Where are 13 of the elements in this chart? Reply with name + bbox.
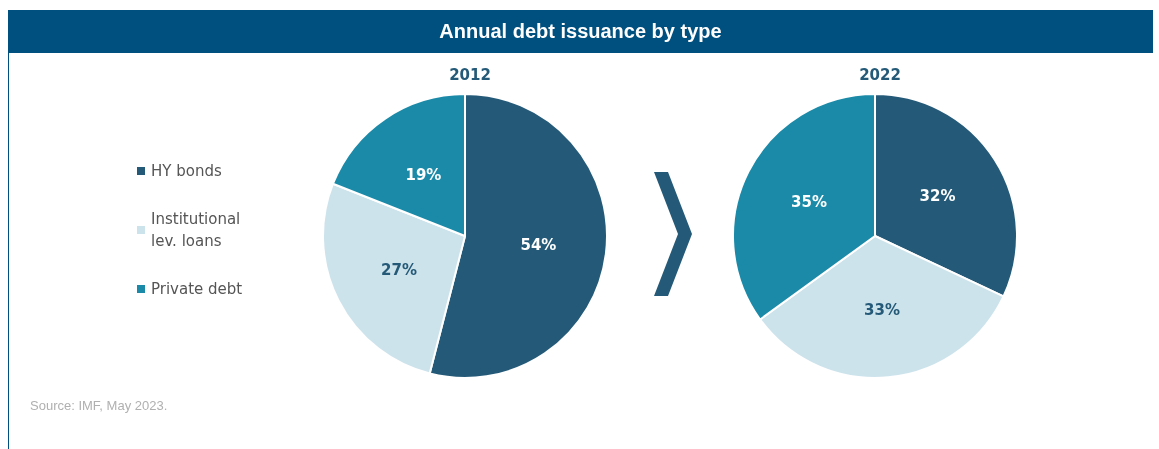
chart-title: 2012 [449, 65, 491, 84]
chart-title: 2022 [859, 65, 901, 84]
legend-label: HY bonds [151, 162, 222, 180]
legend-label: Institutional lev. loans [151, 210, 246, 250]
text: Annual debt issuance by type [8, 10, 1153, 53]
source-note: Source: IMF, May 2023. [30, 398, 168, 413]
data-label: 32% [919, 187, 956, 206]
data-label: 27% [381, 260, 418, 279]
data-label: 19% [405, 165, 442, 184]
data-label: 33% [864, 300, 900, 319]
data-label: 54% [520, 236, 557, 255]
legend-label: Private debt [151, 280, 243, 298]
data-label: 35% [791, 193, 828, 212]
